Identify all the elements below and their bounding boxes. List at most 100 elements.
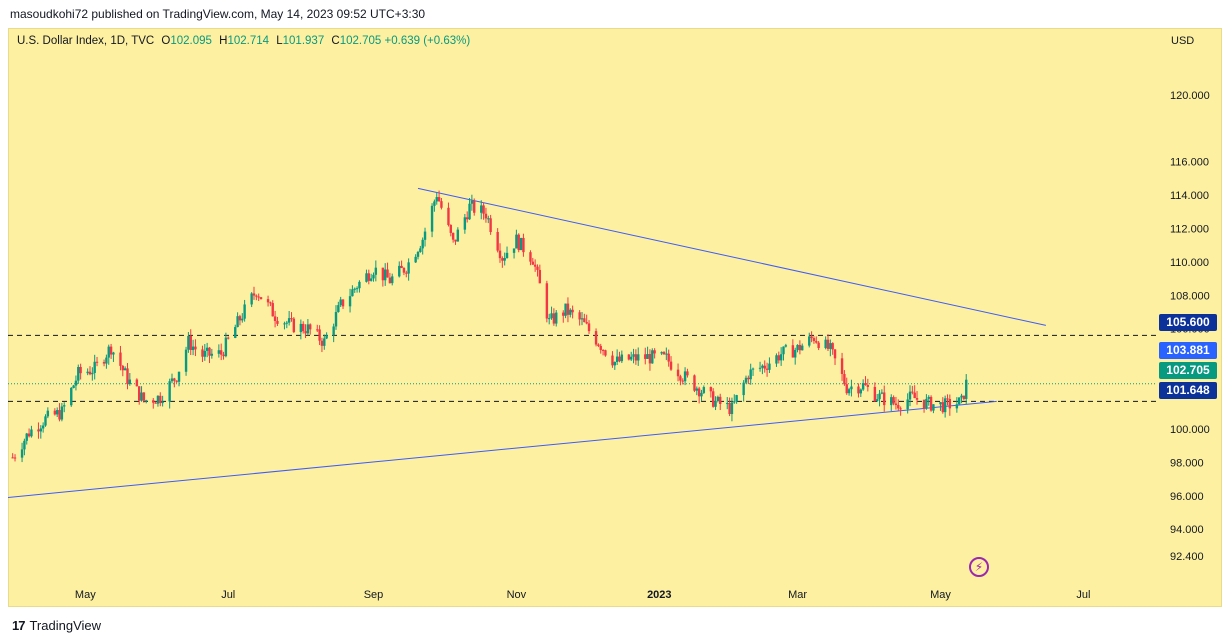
candle-body [95,361,99,363]
candle-body [644,354,647,359]
candle-body [878,393,881,400]
candle-body [79,366,82,374]
lightning-icon[interactable]: ⚡ [969,557,989,577]
candle-body [241,318,244,321]
candle-body [351,289,354,297]
candle-body [37,429,40,432]
publish-info: masoudkohi72 published on TradingView.co… [10,7,426,21]
candle-body [676,369,680,377]
candle-body [27,433,31,437]
close-value: 102.705 [339,35,382,47]
y-tick-label: 110.000 [1170,257,1209,269]
candle-body [102,361,106,364]
candle-body [955,404,959,409]
candle-body [402,267,406,273]
candle-body [730,402,734,415]
candle-body [358,281,361,289]
price-chart[interactable]: 120.000 116.000 114.000 112.000 110.000 108.0… [8,28,1222,607]
candle-body [257,296,260,298]
candle-body [620,354,624,362]
candle-body [145,400,148,402]
candle-body [630,356,633,360]
candle-body [306,324,310,334]
candle-body [522,237,525,253]
time-axis: May Jul Sep Nov 2023 Mar May Jul [75,589,1090,601]
candle-body [943,398,947,413]
candle-body [519,237,523,251]
candle-body [758,367,762,369]
candle-body [922,399,926,409]
candle-body [121,365,124,371]
candle-body [227,337,230,339]
candle-body [777,355,780,361]
candle-body [894,403,898,406]
candle-body [400,265,403,268]
candle-body [847,389,851,394]
candle-body [398,265,401,277]
candle-body [962,395,966,399]
candle-body [334,312,338,327]
candle-body [372,274,375,279]
candle-body [126,368,129,385]
candle-body [712,391,715,407]
candle-body [503,258,506,261]
candle-body [152,400,155,403]
candle-body [276,320,279,324]
candle-body [946,398,949,400]
candle-body [857,386,860,394]
candle-body [601,349,605,351]
candle-body [843,373,846,385]
price-tag-mid: 103.881 [1159,342,1217,359]
candle-body [728,403,731,415]
candle-body [384,269,387,281]
candle-body [768,363,771,370]
open-value: 102.095 [170,35,212,47]
candle-body [205,347,209,351]
candle-body [220,350,223,355]
candle-body [109,346,113,355]
candle-body [693,375,696,391]
candle-body [58,410,61,420]
candle-body [449,224,452,233]
candle-body [419,248,422,252]
y-tick-label: 92.400 [1170,551,1204,563]
candle-body [583,318,586,323]
candle-body [161,401,164,404]
candle-body [498,250,502,259]
candle-body [873,386,877,401]
candle-body [236,316,239,328]
symbol-label: U.S. Dollar Index, 1D, TVC [17,35,155,47]
candle-body [386,269,389,278]
candle-body [651,350,654,364]
candle-body [798,344,802,351]
candle-body [30,429,33,437]
candle-body [890,397,893,406]
candle-body [932,404,935,411]
price-tag-resistance: 105.600 [1159,314,1217,331]
candle-body [25,433,28,441]
candle-body [496,232,499,251]
candle-body [39,428,42,432]
candle-body [501,258,504,261]
candle-body [381,267,385,281]
candle-body [679,376,682,381]
candle-body [726,403,729,405]
candle-body [320,340,324,346]
y-tick-label: 100.000 [1170,424,1210,436]
candle-body [168,381,171,402]
x-tick-label: 2023 [647,589,671,601]
candle-body [615,356,619,362]
candle-body [156,395,160,404]
candle-body [447,207,450,225]
candle-body [594,331,598,345]
candle-body [489,218,492,232]
candle-body [515,234,518,249]
candle-body [482,205,485,214]
candle-body [119,352,122,366]
currency-label[interactable]: USD [1171,35,1195,47]
candle-body [173,378,176,381]
trendline-0 [8,400,997,498]
candle-body [316,329,319,331]
candle-body [140,392,143,401]
y-tick-label: 108.000 [1170,290,1210,302]
